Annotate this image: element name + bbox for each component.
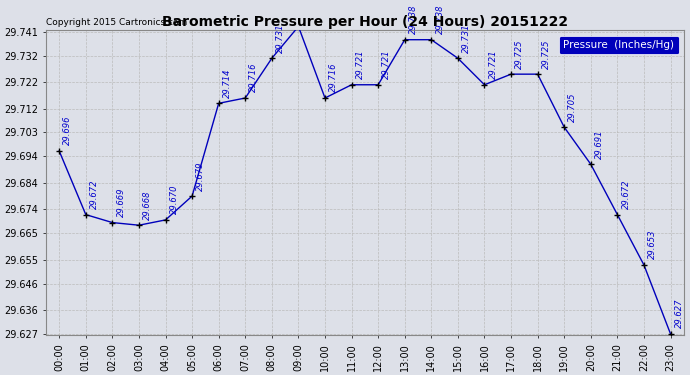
Text: 29.743: 29.743 [0, 374, 1, 375]
Text: Copyright 2015 Cartronics.com: Copyright 2015 Cartronics.com [46, 18, 187, 27]
Text: 29.716: 29.716 [249, 63, 259, 93]
Text: 29.696: 29.696 [63, 116, 72, 146]
Legend: Pressure  (Inches/Hg): Pressure (Inches/Hg) [560, 36, 678, 54]
Text: 29.714: 29.714 [223, 68, 232, 98]
Text: 29.738: 29.738 [435, 4, 444, 34]
Title: Barometric Pressure per Hour (24 Hours) 20151222: Barometric Pressure per Hour (24 Hours) … [162, 15, 568, 29]
Text: 29.721: 29.721 [382, 50, 391, 79]
Text: 29.672: 29.672 [622, 180, 631, 209]
Text: 29.672: 29.672 [90, 180, 99, 209]
Text: 29.670: 29.670 [170, 185, 179, 214]
Text: 29.738: 29.738 [409, 4, 418, 34]
Text: 29.731: 29.731 [276, 23, 285, 53]
Text: 29.725: 29.725 [542, 39, 551, 69]
Text: 29.721: 29.721 [356, 50, 365, 79]
Text: 29.721: 29.721 [489, 50, 497, 79]
Text: 29.669: 29.669 [117, 188, 126, 217]
Text: 29.716: 29.716 [329, 63, 338, 93]
Text: 29.691: 29.691 [595, 129, 604, 159]
Text: 29.705: 29.705 [569, 92, 578, 122]
Text: 29.627: 29.627 [675, 299, 684, 328]
Text: 29.725: 29.725 [515, 39, 524, 69]
Text: 29.653: 29.653 [648, 230, 657, 260]
Text: 29.679: 29.679 [196, 161, 206, 190]
Text: 29.731: 29.731 [462, 23, 471, 53]
Text: 29.668: 29.668 [143, 190, 152, 220]
